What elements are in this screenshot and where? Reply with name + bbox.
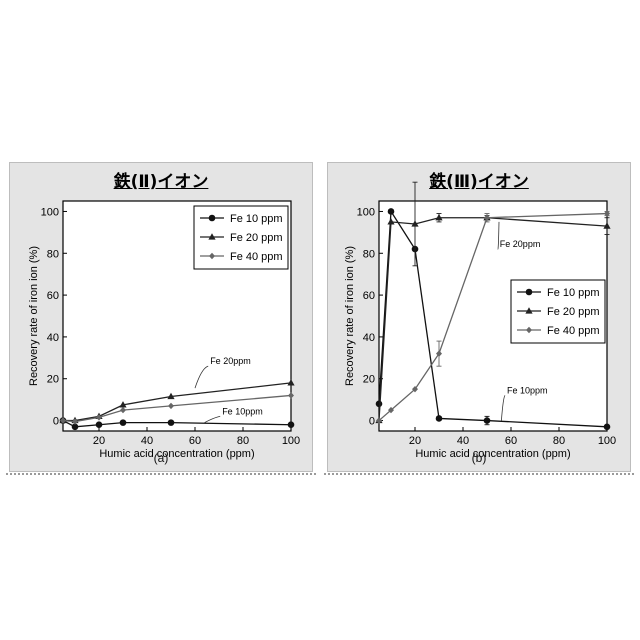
x-tick-label: 40 — [141, 435, 153, 447]
chart-a-plot: 02040608010020406080100Humic acid concen… — [10, 163, 314, 473]
legend-label: Fe 40 ppm — [230, 251, 283, 263]
x-tick-label: 60 — [505, 435, 517, 447]
annotation-label: Fe 20ppm — [500, 239, 541, 249]
legend-label: Fe 20 ppm — [230, 232, 283, 244]
y-tick-label: 20 — [47, 374, 59, 386]
legend-marker — [209, 215, 216, 222]
x-tick-label: 20 — [93, 435, 105, 447]
x-tick-label: 20 — [409, 435, 421, 447]
data-point — [96, 421, 103, 428]
y-tick-label: 40 — [363, 332, 375, 344]
chart-caption: (a) — [10, 451, 312, 465]
x-tick-label: 40 — [457, 435, 469, 447]
chart-caption: (b) — [328, 451, 630, 465]
data-point — [288, 421, 295, 428]
chart-b-plot: 02040608010020406080100Humic acid concen… — [328, 163, 632, 473]
y-tick-label: 0 — [369, 416, 375, 428]
y-tick-label: 60 — [47, 290, 59, 302]
y-tick-label: 60 — [363, 290, 375, 302]
annotation-label: Fe 10ppm — [222, 406, 263, 416]
data-point — [436, 415, 443, 422]
legend-label: Fe 10 ppm — [547, 287, 600, 299]
x-tick-label: 80 — [553, 435, 565, 447]
legend-label: Fe 10 ppm — [230, 213, 283, 225]
y-tick-label: 80 — [363, 248, 375, 260]
chart-panel-b: 鉄(Ⅲ)イオン 02040608010020406080100Humic aci… — [327, 162, 631, 472]
annotation-label: Fe 10ppm — [507, 385, 548, 395]
y-tick-label: 0 — [53, 416, 59, 428]
y-axis-label: Recovery rate of iron ion (%) — [344, 246, 356, 386]
legend-label: Fe 20 ppm — [547, 306, 600, 318]
chart-panel-a: 鉄(Ⅱ)イオン 02040608010020406080100Humic aci… — [9, 162, 313, 472]
y-tick-label: 100 — [357, 206, 375, 218]
y-tick-label: 100 — [41, 206, 59, 218]
y-tick-label: 80 — [47, 248, 59, 260]
x-tick-label: 100 — [282, 435, 300, 447]
y-tick-label: 20 — [363, 374, 375, 386]
data-point — [484, 417, 491, 424]
data-point — [168, 419, 175, 426]
x-tick-label: 60 — [189, 435, 201, 447]
y-tick-label: 40 — [47, 332, 59, 344]
data-point — [120, 419, 127, 426]
x-tick-label: 80 — [237, 435, 249, 447]
data-point — [604, 424, 611, 431]
y-axis-label: Recovery rate of iron ion (%) — [28, 246, 40, 386]
legend-marker — [526, 289, 533, 296]
x-tick-label: 100 — [598, 435, 616, 447]
legend-label: Fe 40 ppm — [547, 325, 600, 337]
data-point — [376, 401, 383, 408]
data-point — [388, 208, 395, 215]
annotation-label: Fe 20ppm — [210, 356, 251, 366]
